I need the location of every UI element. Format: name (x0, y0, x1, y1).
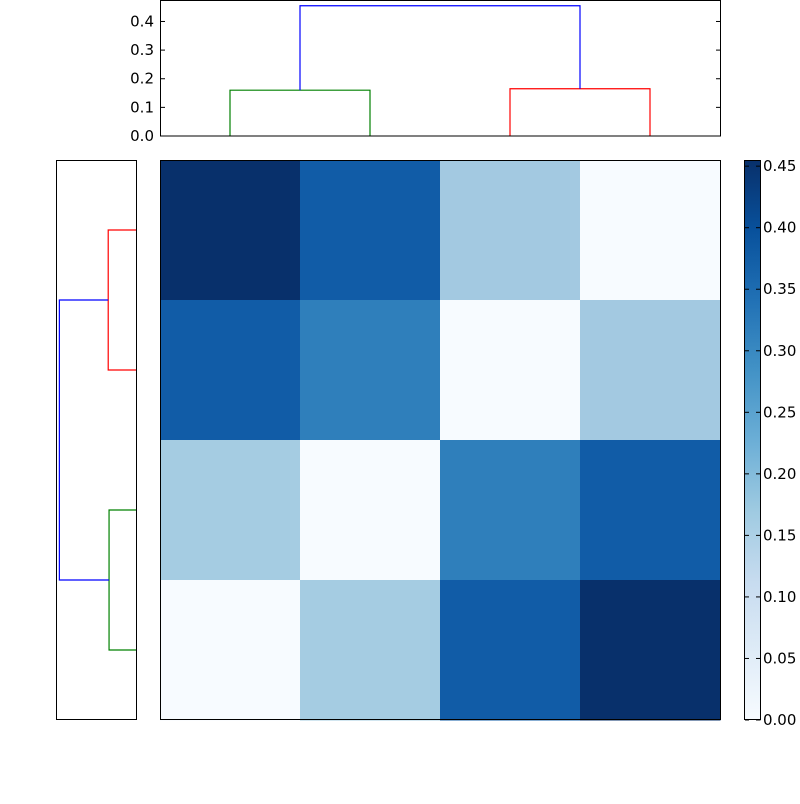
top-dendrogram: 0.0 0.1 0.2 0.3 0.4 (130, 0, 721, 145)
colorbar-tick-label: 0.25 (763, 403, 796, 421)
heatmap-cell-r3-c1 (300, 580, 441, 721)
y-tick-label: 0.2 (130, 70, 154, 88)
heatmap-cell-r3-c0 (160, 580, 301, 721)
heatmap-cell-r0-c2 (440, 160, 581, 301)
left-link-red (107, 229, 136, 371)
left-dendrogram-links (58, 229, 136, 651)
heatmap-cell-r0-c1 (300, 160, 441, 301)
top-link-red (509, 88, 651, 136)
colorbar-tick-label: 0.45 (763, 157, 796, 175)
heatmap-cell-r3-c2 (440, 580, 581, 721)
colorbar-tick-label: 0.35 (763, 280, 796, 298)
heatmap-frame (160, 160, 721, 720)
heatmap-cell-r1-c1 (300, 300, 441, 441)
left-dendrogram-frame (56, 160, 137, 720)
top-dendrogram-frame (160, 0, 721, 137)
heatmap-cell-r1-c3 (580, 300, 721, 441)
top-link-green (229, 89, 371, 136)
colorbar-tick-label: 0.10 (763, 588, 796, 606)
heatmap-cell-r2-c3 (580, 440, 721, 581)
heatmap (160, 160, 721, 721)
y-tick-label: 0.4 (130, 12, 154, 30)
colorbar-tick-label: 0.40 (763, 219, 796, 237)
left-link-green (108, 509, 136, 651)
colorbar-tick-label: 0.05 (763, 649, 796, 667)
colorbar: 0.00 0.05 0.10 0.15 0.20 0.25 0.30 0.35 0.40 0.45 (744, 157, 796, 729)
colorbar-tick-label: 0.00 (763, 711, 796, 729)
heatmap-cell-r2-c2 (440, 440, 581, 581)
colorbar-tick-label: 0.30 (763, 342, 796, 360)
heatmap-cell-r1-c2 (440, 300, 581, 441)
heatmap-cell-r1-c0 (160, 300, 301, 441)
colorbar-tick-label: 0.20 (763, 465, 796, 483)
colorbar-tick-label: 0.15 (763, 526, 796, 544)
colorbar-gradient (744, 160, 761, 720)
heatmap-cell-r0-c0 (160, 160, 301, 301)
heatmap-cell-r2-c1 (300, 440, 441, 581)
heatmap-cells (160, 160, 721, 721)
top-dendrogram-links (229, 5, 651, 136)
y-tick-label: 0.0 (130, 127, 154, 145)
heatmap-cell-r0-c3 (580, 160, 721, 301)
y-tick-label: 0.1 (130, 98, 154, 116)
left-dendrogram (56, 160, 137, 720)
colorbar-ticks: 0.00 0.05 0.10 0.15 0.20 0.25 0.30 0.35 0.40 0.45 (745, 157, 796, 729)
heatmap-cell-r3-c3 (580, 580, 721, 721)
heatmap-cell-r2-c0 (160, 440, 301, 581)
top-dendrogram-y-axis: 0.0 0.1 0.2 0.3 0.4 (130, 12, 721, 145)
top-link-blue (299, 5, 581, 91)
y-tick-label: 0.3 (130, 41, 154, 59)
left-link-blue (58, 299, 110, 581)
